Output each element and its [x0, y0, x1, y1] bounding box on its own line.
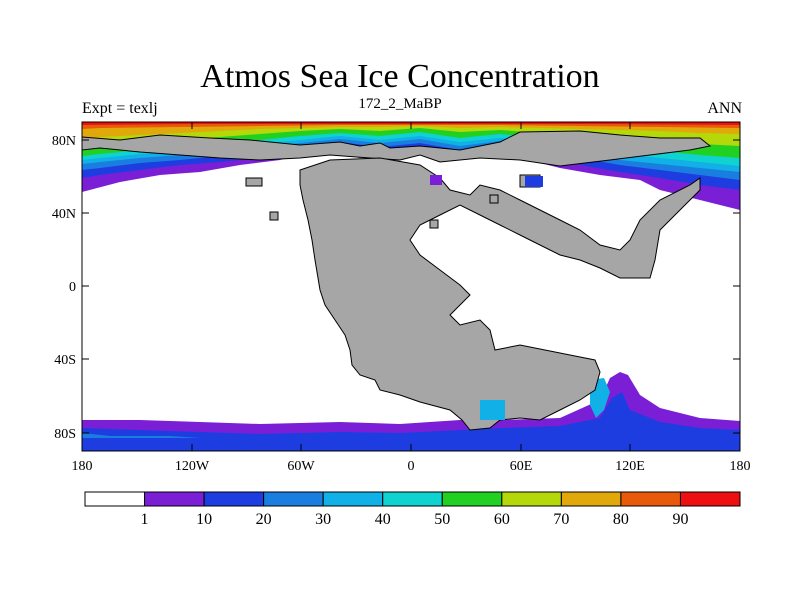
inner-sea-2 — [480, 400, 505, 420]
y-tick-labels: 80N 40N 0 40S 80S — [52, 134, 76, 442]
x-tick-label-120e: 120E — [615, 459, 645, 474]
map-subtitle: 172_2_MaBP — [358, 96, 442, 112]
y-tick-label-40s: 40S — [54, 353, 76, 368]
inner-sea-1 — [525, 176, 543, 187]
south-ice-band-20 — [82, 433, 200, 438]
colorbar-level-label: 30 — [315, 511, 331, 528]
y-tick-label-80s: 80S — [54, 427, 76, 442]
x-tick-label-0: 0 — [408, 459, 415, 474]
map-title: Atmos Sea Ice Concentration — [200, 58, 600, 95]
y-tick-label-40n: 40N — [52, 207, 76, 222]
experiment-label: Expt = texlj — [82, 100, 158, 117]
x-tick-label-180e: 180 — [730, 459, 751, 474]
colorbar-swatch — [382, 491, 443, 507]
colorbar-level-label: 20 — [256, 511, 272, 528]
colorbar-level-label: 1 — [141, 511, 149, 528]
x-tick-label-180w: 180 — [72, 459, 93, 474]
colorbar-level-label: 90 — [672, 511, 688, 528]
island-small-5 — [489, 194, 499, 204]
y-axis — [82, 139, 740, 434]
colorbar-swatch — [441, 491, 503, 507]
colorbar-swatch — [203, 491, 265, 507]
y-tick-label-0: 0 — [69, 280, 76, 295]
colorbar — [84, 491, 741, 507]
colorbar-level-label: 80 — [613, 511, 629, 528]
colorbar-swatch — [263, 491, 324, 507]
season-label: ANN — [707, 100, 742, 117]
colorbar-swatch — [84, 491, 146, 507]
island-small-1 — [269, 211, 279, 221]
x-tick-labels: 180 120W 60W 0 60E 120E 180 — [72, 459, 751, 474]
south-ice-band-10 — [82, 392, 740, 451]
colorbar-swatch — [144, 491, 205, 507]
x-tick-label-120w: 120W — [175, 459, 210, 474]
landmass-pangea-main — [299, 157, 701, 431]
colorbar-labels: 1 10 20 30 40 50 60 70 80 90 — [141, 511, 689, 528]
inner-sea-3 — [430, 175, 442, 185]
y-tick-label-80n: 80N — [52, 134, 76, 149]
colorbar-level-label: 40 — [375, 511, 391, 528]
colorbar-level-label: 70 — [553, 511, 569, 528]
landmass-laurasia-north — [81, 130, 712, 167]
colorbar-swatch — [501, 491, 562, 507]
colorbar-level-label: 50 — [434, 511, 450, 528]
colorbar-swatch — [620, 491, 681, 507]
colorbar-level-label: 10 — [196, 511, 212, 528]
colorbar-swatch — [679, 491, 741, 507]
x-tick-label-60w: 60W — [287, 459, 315, 474]
island-small-2 — [245, 177, 263, 187]
colorbar-swatch — [322, 491, 384, 507]
colorbar-swatch — [560, 491, 622, 507]
colorbar-level-label: 60 — [494, 511, 510, 528]
island-small-4 — [429, 219, 439, 229]
x-tick-label-60e: 60E — [510, 459, 533, 474]
x-axis — [81, 122, 741, 451]
inner-seas — [430, 175, 543, 420]
